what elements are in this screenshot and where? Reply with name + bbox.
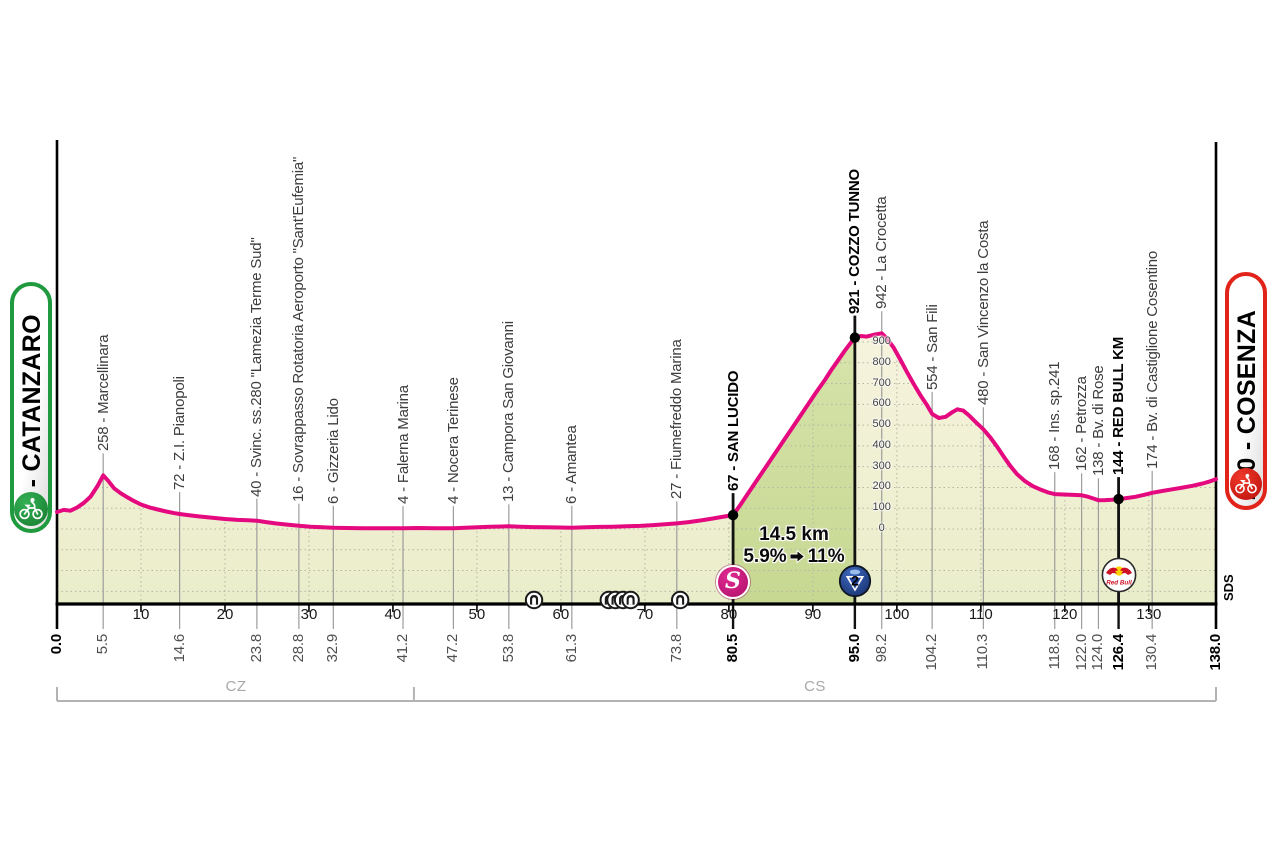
waypoint-label: 942 - La Crocetta [873, 196, 891, 310]
km-label: 23.8 [247, 634, 265, 663]
finish-badge: 240 - COSENZA [1225, 272, 1267, 510]
axis-tick-label: 20 [216, 606, 234, 623]
waypoint-label: 168 - Ins. sp.241 [1046, 361, 1064, 471]
km-label: 53.8 [499, 634, 517, 663]
waypoint-label: 4 - Falerna Marina [394, 385, 412, 505]
cyclist-icon [1230, 468, 1262, 500]
sprint-icon: S [716, 565, 750, 599]
km-label: 80.5 [724, 634, 742, 663]
km-label: 104.2 [923, 634, 941, 671]
arrow-right-icon [789, 547, 805, 569]
axis-tick-label: 120 [1052, 606, 1078, 623]
elevation-scale-value: 500 [872, 418, 891, 431]
waypoint-label: 162 - Petrozza [1073, 376, 1091, 472]
km-label: 61.3 [562, 634, 580, 663]
sprint-icon-letter: S [725, 568, 741, 594]
km-label: 47.2 [444, 634, 462, 663]
km-label: 41.2 [394, 634, 411, 663]
redbull-km-icon: Red Bull [1101, 557, 1137, 593]
elevation-scale-value: 100 [872, 501, 891, 514]
waypoint-label: 144 - RED BULL KM [1110, 337, 1128, 476]
axis-tick-label: 80 [720, 606, 738, 623]
axis-tick-label: 50 [468, 606, 486, 623]
waypoint-label: 138 - Bv. di Rose [1089, 365, 1107, 477]
km-label: 32.9 [324, 634, 342, 663]
km-label: 73.8 [667, 634, 685, 663]
axis-tick-label: 30 [300, 606, 318, 623]
km-label: 5.5 [94, 634, 112, 655]
axis-tick-label: 70 [636, 606, 654, 623]
cyclist-icon [14, 492, 48, 526]
waypoint-label: 4 - Nocera Terinese [444, 377, 462, 505]
elevation-scale-value: 200 [872, 480, 891, 493]
waypoint-label: 258 - Marcellinara [94, 334, 112, 452]
elevation-scale-value: 0 [878, 522, 885, 534]
km-label: 98.2 [872, 634, 890, 663]
axis-tick-label: 90 [804, 606, 822, 623]
axis-tick-label: 110 [968, 606, 993, 623]
elevation-scale-value: 600 [872, 397, 891, 410]
axis-tick-label: 100 [884, 606, 910, 623]
province-label-cz: CZ [225, 678, 247, 695]
waypoint-label: 13 - Campora San Giovanni [500, 321, 518, 503]
elevation-scale-value: 400 [872, 438, 891, 451]
elevation-scale-value: 300 [872, 459, 891, 472]
elevation-scale-value: 900 [872, 335, 891, 347]
elevation-scale-value: 700 [872, 376, 891, 389]
km-label: 122.0 [1072, 634, 1090, 671]
km-label: 110.3 [974, 634, 992, 670]
start-badge: 82 - CATANZARO [10, 282, 52, 533]
axis-tick-label: 10 [132, 606, 150, 623]
sds-credit: SDS [1221, 574, 1236, 601]
waypoint-label: 27 - Fiumefreddo Marina [668, 339, 686, 500]
km-label: 138.0 [1207, 634, 1224, 671]
climb-length: 14.5 km [759, 524, 829, 545]
waypoint-label: 40 - Svinc. ss.280 "Lamezia Terme Sud" [248, 237, 266, 497]
km-label: 130.4 [1143, 634, 1161, 671]
category2-climb-icon: 2 [838, 564, 872, 598]
climb-annotation: 14.5 km 5.9% 11% [706, 524, 882, 569]
axis-tick-label: 130 [1136, 606, 1162, 623]
province-label-cs: CS [804, 678, 826, 695]
waypoint-label: 16 - Sovrappasso Rotatoria Aeroporto "Sa… [290, 156, 308, 502]
km-label: 126.4 [1109, 634, 1127, 671]
waypoint-label: 921 - COZZO TUNNO [846, 168, 864, 314]
redbull-label: Red Bull [1106, 580, 1132, 587]
km-label: 14.6 [170, 634, 188, 663]
km-label: 118.8 [1045, 634, 1063, 670]
axis-tick-label: 40 [384, 606, 402, 623]
elevation-scale-value: 800 [872, 355, 891, 368]
waypoint-label: 72 - Z.I. Pianopoli [171, 376, 189, 490]
km-label: 95.0 [845, 634, 863, 663]
waypoint-label: 554 - San Fili [923, 304, 941, 390]
waypoint-label: 480 - San Vincenzo la Costa [974, 220, 992, 406]
km-label: 28.8 [289, 634, 307, 663]
km-label: 124.0 [1089, 634, 1107, 671]
waypoint-label: 6 - Gizzeria Lido [324, 397, 342, 504]
waypoint-label: 67 - SAN LUCIDO [724, 370, 742, 492]
waypoint-label: 6 - Amantea [563, 425, 581, 504]
km-label: 0.0 [48, 634, 65, 655]
waypoint-label: 174 - Bv. di Castiglione Cosentino [1143, 250, 1161, 469]
gpm-category-number: 2 [851, 573, 859, 589]
climb-gradients: 5.9% 11% [743, 546, 845, 569]
axis-tick-label: 60 [552, 606, 570, 623]
